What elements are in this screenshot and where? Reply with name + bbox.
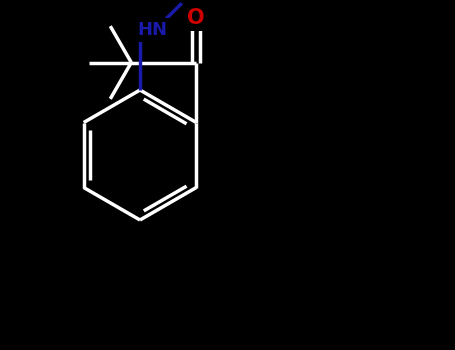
Text: O: O (187, 7, 205, 28)
Text: HN: HN (137, 21, 167, 39)
